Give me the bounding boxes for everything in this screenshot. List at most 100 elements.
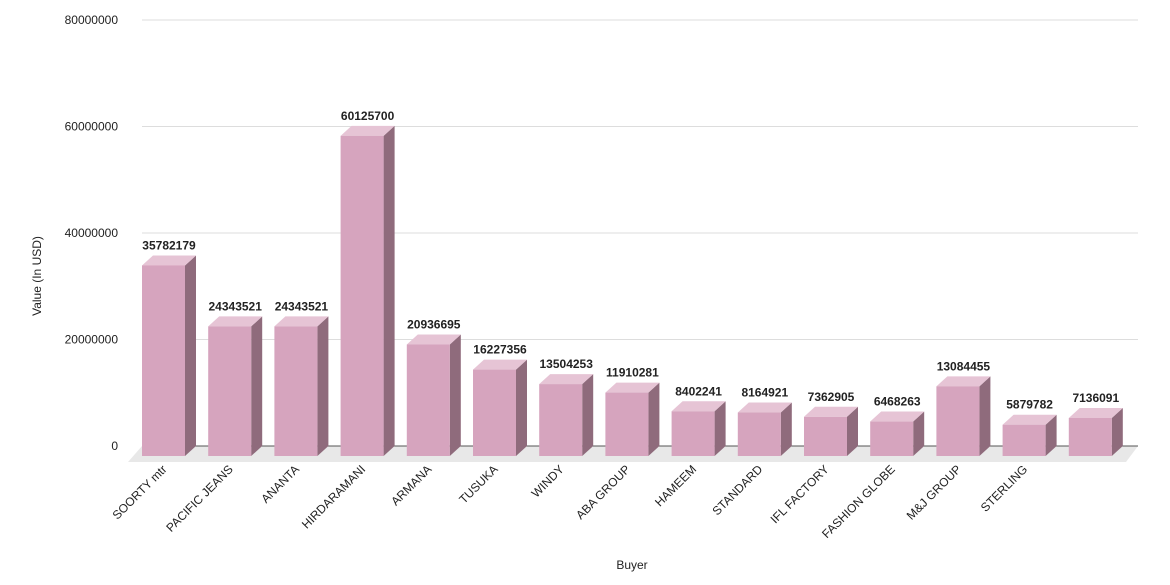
data-label: 35782179	[142, 238, 196, 252]
bar	[605, 382, 660, 456]
bar	[539, 374, 594, 456]
data-label: 8402241	[675, 384, 722, 398]
y-tick-label: 80000000	[65, 13, 119, 27]
bar-top	[340, 125, 395, 136]
bar	[142, 255, 196, 456]
x-tick-label: ANANTA	[258, 462, 302, 506]
bar-front	[406, 344, 450, 456]
bar-top	[406, 334, 461, 345]
y-axis-ticks: 0 20000000 40000000 60000000 80000000	[65, 13, 119, 453]
data-label: 11910281	[606, 366, 659, 380]
data-label: 13504253	[540, 357, 594, 371]
bar-top	[539, 374, 594, 385]
bar-front	[142, 265, 185, 456]
bar-side	[185, 255, 196, 456]
bar	[804, 406, 858, 456]
bar	[274, 316, 329, 456]
data-label: 6468263	[874, 395, 921, 409]
bars	[142, 125, 1123, 457]
y-tick-label: 20000000	[65, 333, 119, 347]
x-tick-label: WINDY	[529, 462, 567, 500]
y-tick-label: 0	[111, 439, 118, 453]
x-tick-label: FASHION GLOBE	[819, 462, 898, 541]
x-tick-label: M&J GROUP	[904, 462, 964, 522]
bar-side	[1045, 414, 1057, 456]
data-label: 20936695	[407, 318, 461, 332]
data-label: 60125700	[341, 109, 395, 123]
data-label: 24343521	[209, 299, 263, 313]
bar	[340, 125, 395, 457]
bar-top	[208, 316, 263, 327]
bar	[936, 376, 991, 456]
data-label: 16227356	[473, 343, 527, 357]
data-label: 8164921	[741, 386, 788, 400]
bar-front	[1002, 424, 1046, 456]
x-axis-title: Buyer	[616, 558, 647, 572]
bar	[1002, 414, 1057, 456]
y-axis-title: Value (In USD)	[30, 236, 44, 316]
data-label: 7362905	[808, 390, 855, 404]
bar-top	[473, 359, 527, 370]
bar	[1068, 408, 1123, 456]
bar-front	[539, 384, 583, 456]
bar	[406, 334, 461, 456]
x-tick-label: PACIFIC JEANS	[163, 462, 235, 534]
bar-front	[208, 326, 252, 456]
bar-side	[317, 316, 329, 456]
x-tick-label: STERLING	[978, 462, 1030, 514]
data-label: 7136091	[1072, 391, 1119, 405]
bar-front	[274, 326, 318, 456]
bar	[671, 401, 726, 456]
bar-top	[804, 406, 858, 417]
bar-side	[449, 334, 461, 456]
x-tick-label: IFL FACTORY	[768, 462, 832, 526]
bar-side	[780, 402, 792, 456]
bar-side	[1111, 408, 1123, 456]
bar-side	[979, 376, 991, 456]
bar-top	[1002, 414, 1057, 425]
bar	[208, 316, 263, 456]
bar-front	[804, 416, 847, 456]
y-tick-label: 40000000	[65, 226, 119, 240]
bar	[737, 402, 792, 456]
bar-side	[251, 316, 263, 456]
y-tick-label: 60000000	[65, 120, 119, 134]
bar-top	[1068, 408, 1123, 419]
data-labels: 35782179 24343521 24343521 60125700 20936695…	[142, 109, 1119, 412]
bar	[473, 359, 527, 456]
data-label: 13084455	[937, 359, 991, 373]
bar-top	[737, 402, 792, 413]
gridlines	[142, 19, 1138, 340]
bar-top	[605, 382, 660, 393]
bar-front	[870, 421, 914, 456]
x-tick-label: SOORTY mtr	[110, 462, 170, 522]
bar-side	[714, 401, 726, 456]
x-tick-label: ARMANA	[388, 462, 434, 508]
bar-front	[473, 369, 516, 456]
bar-side	[383, 125, 395, 456]
bar-top	[142, 255, 196, 266]
bar-front	[1068, 418, 1112, 456]
bar-top	[936, 376, 991, 387]
bar-side	[582, 374, 594, 456]
bar-front	[340, 135, 384, 457]
bar-front	[936, 386, 980, 456]
bar-top	[274, 316, 329, 327]
x-tick-label: ABA GROUP	[573, 462, 633, 522]
x-tick-label: STANDARD	[709, 462, 765, 518]
bar-top	[671, 401, 726, 412]
bar-top	[870, 411, 925, 422]
data-label: 24343521	[275, 299, 329, 313]
bar-side	[648, 382, 660, 456]
bar	[870, 411, 925, 456]
bar-front	[671, 411, 715, 456]
bar-side	[516, 359, 527, 456]
bar-front	[605, 392, 649, 456]
bar-side	[847, 406, 858, 456]
x-tick-label: HIRDARAMANI	[299, 462, 368, 531]
x-tick-label: TUSUKA	[456, 462, 500, 506]
bar-front	[737, 412, 781, 456]
